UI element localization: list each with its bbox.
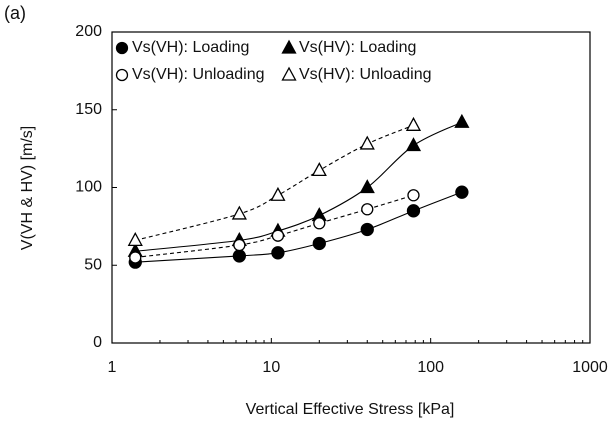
- marker: [311, 162, 327, 177]
- marker: [361, 203, 374, 216]
- marker: [454, 113, 470, 128]
- y-tick-label: 150: [75, 101, 102, 118]
- marker: [127, 232, 143, 247]
- legend-label: Vs(HV): Loading: [299, 39, 416, 56]
- x-tick-label: 1: [108, 359, 117, 376]
- x-tick-label: 100: [417, 359, 444, 376]
- marker: [270, 186, 286, 201]
- marker: [271, 246, 285, 260]
- marker: [233, 238, 246, 252]
- marker: [407, 189, 420, 202]
- x-axis-label: Vertical Effective Stress [kPa]: [246, 401, 455, 418]
- y-tick-label: 200: [75, 23, 102, 40]
- legend-symbol: [281, 39, 297, 54]
- marker: [232, 249, 247, 263]
- legend-label: Vs(VH): Loading: [132, 39, 249, 56]
- legend-label: Vs(HV): Unloading: [299, 66, 432, 83]
- marker: [359, 179, 375, 194]
- trend-line: [135, 124, 414, 241]
- y-tick-label: 50: [84, 256, 102, 273]
- marker: [129, 251, 142, 264]
- marker: [360, 222, 374, 237]
- marker: [455, 185, 469, 199]
- marker: [313, 217, 326, 230]
- legend-label: Vs(VH): Unloading: [132, 66, 265, 83]
- marker: [271, 229, 285, 242]
- marker: [405, 116, 422, 131]
- legend-symbol: [281, 66, 297, 81]
- y-tick-label: 0: [93, 334, 102, 351]
- legend-symbol: [115, 68, 129, 82]
- marker: [405, 137, 422, 152]
- x-tick-label: 10: [262, 359, 280, 376]
- y-tick-label: 100: [75, 179, 102, 196]
- marker: [231, 205, 247, 220]
- legend-symbol: [115, 41, 129, 55]
- x-tick-label: 1000: [572, 359, 608, 376]
- marker: [359, 135, 375, 150]
- marker: [312, 236, 326, 251]
- marker: [406, 204, 421, 218]
- y-axis-label: V(VH & HV) [m/s]: [19, 126, 36, 250]
- panel-label: (a): [4, 3, 26, 23]
